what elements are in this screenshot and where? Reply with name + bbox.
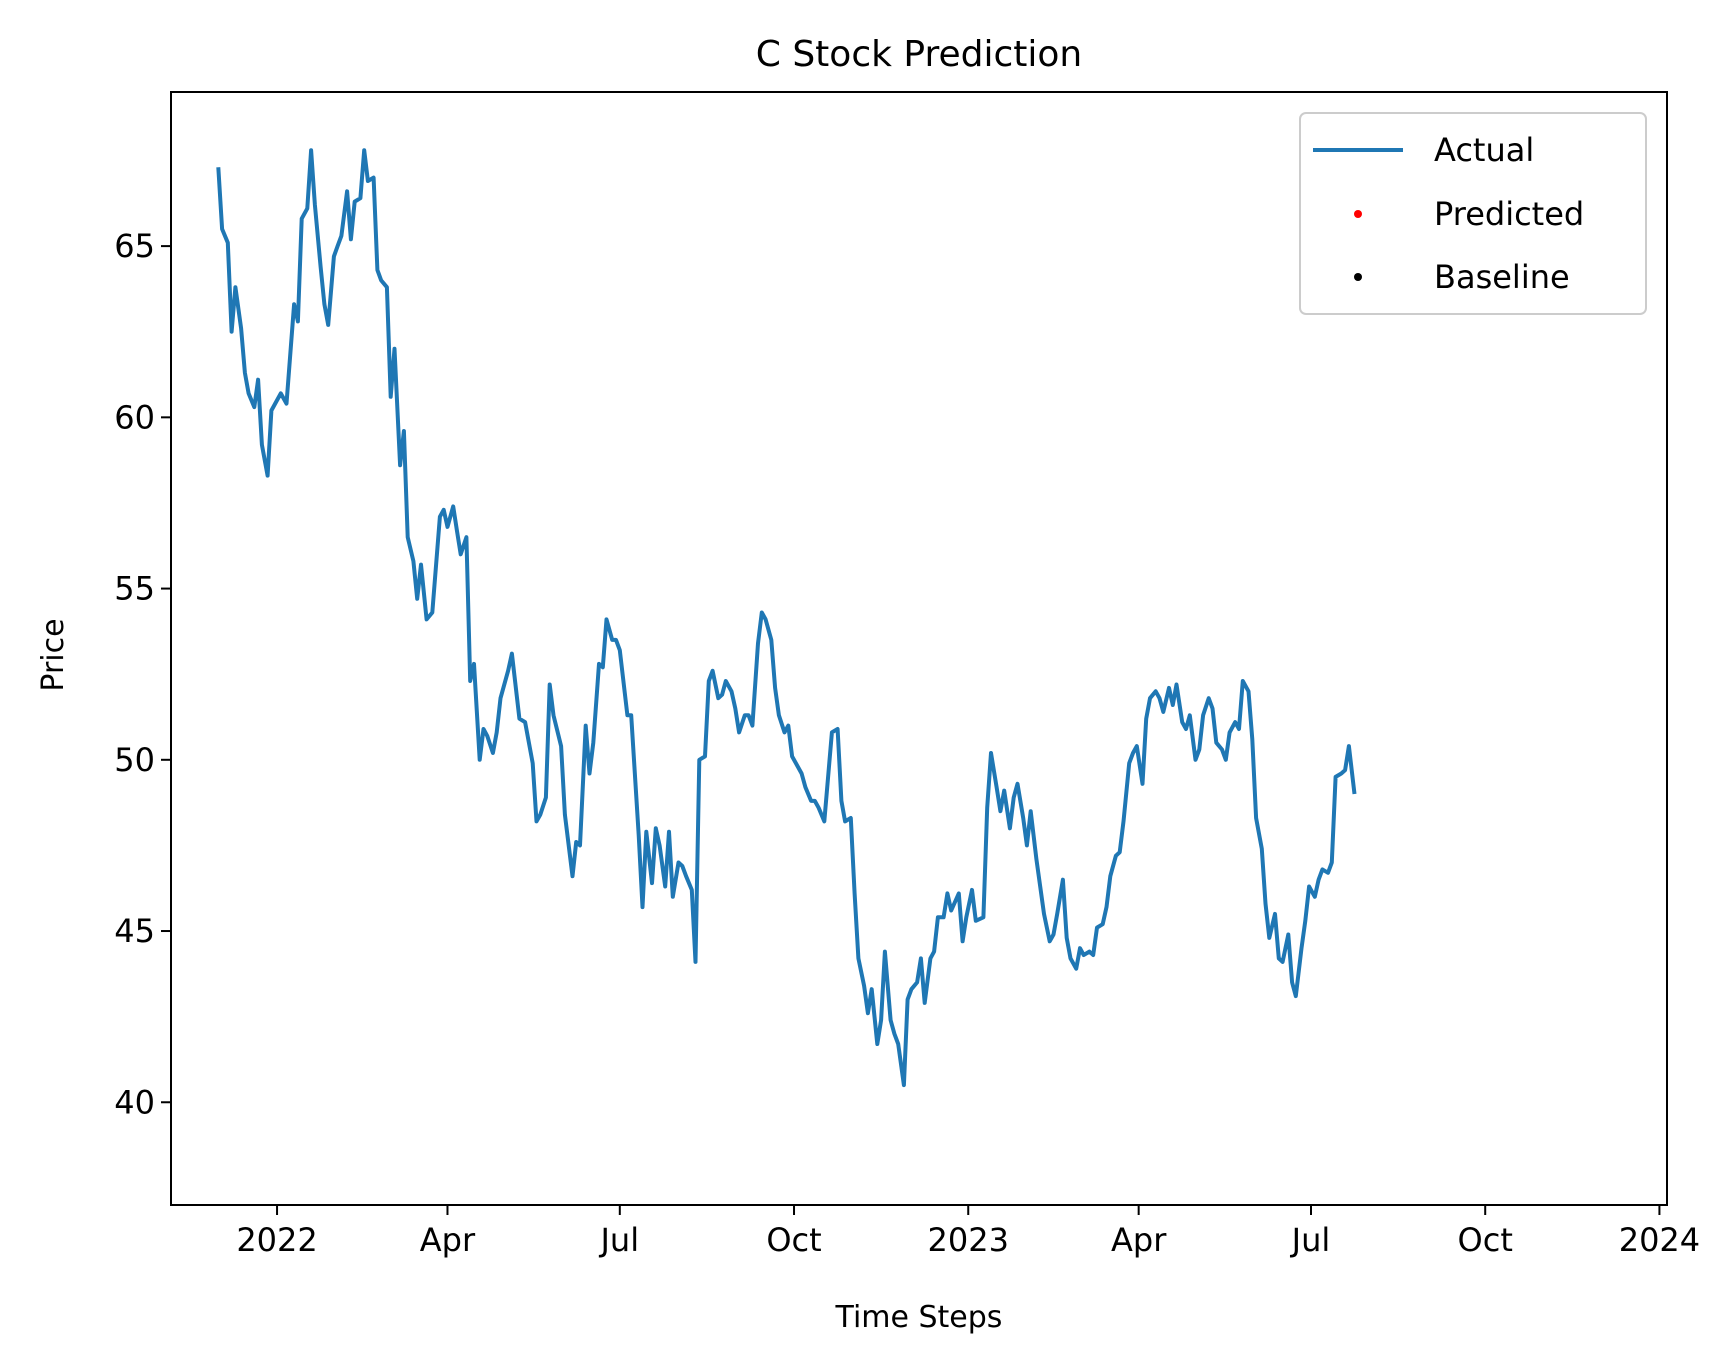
y-tick-label: 45 — [114, 912, 155, 950]
legend-marker-predicted — [1354, 210, 1362, 218]
legend-label-actual: Actual — [1434, 131, 1534, 169]
y-axis: 40 45 50 55 60 65 — [114, 227, 171, 1121]
plot-area — [216, 148, 1357, 1088]
x-axis: 2022 Apr Jul Oct 2023 Apr Jul Oct 2024 — [236, 1205, 1700, 1259]
y-tick-label: 55 — [114, 570, 155, 608]
legend-frame — [1299, 112, 1647, 315]
x-tick-label: 2023 — [928, 1221, 1009, 1259]
x-tick-label: Oct — [766, 1221, 821, 1259]
x-tick-label: Apr — [1111, 1221, 1167, 1259]
legend: Actual Predicted Baseline — [1299, 112, 1647, 315]
axes-frame — [170, 91, 1668, 1206]
x-tick-label: 2024 — [1619, 1221, 1700, 1259]
legend-label-predicted: Predicted — [1434, 195, 1584, 233]
y-tick-label: 65 — [114, 227, 155, 265]
y-axis-label: Price — [36, 618, 71, 691]
y-tick-label: 60 — [114, 398, 155, 436]
x-tick-label: 2022 — [236, 1221, 317, 1259]
x-tick-label: Jul — [1290, 1221, 1331, 1259]
y-tick-label: 50 — [114, 741, 155, 779]
x-axis-label: Time Steps — [835, 1300, 1003, 1335]
legend-label-baseline: Baseline — [1434, 258, 1570, 296]
x-tick-label: Apr — [420, 1221, 476, 1259]
x-tick-label: Oct — [1458, 1221, 1513, 1259]
chart-title: C Stock Prediction — [756, 34, 1083, 75]
legend-marker-baseline — [1354, 273, 1362, 281]
x-tick-label: Jul — [598, 1221, 639, 1259]
y-tick-label: 40 — [114, 1083, 155, 1121]
series-line-actual — [216, 148, 1357, 1088]
